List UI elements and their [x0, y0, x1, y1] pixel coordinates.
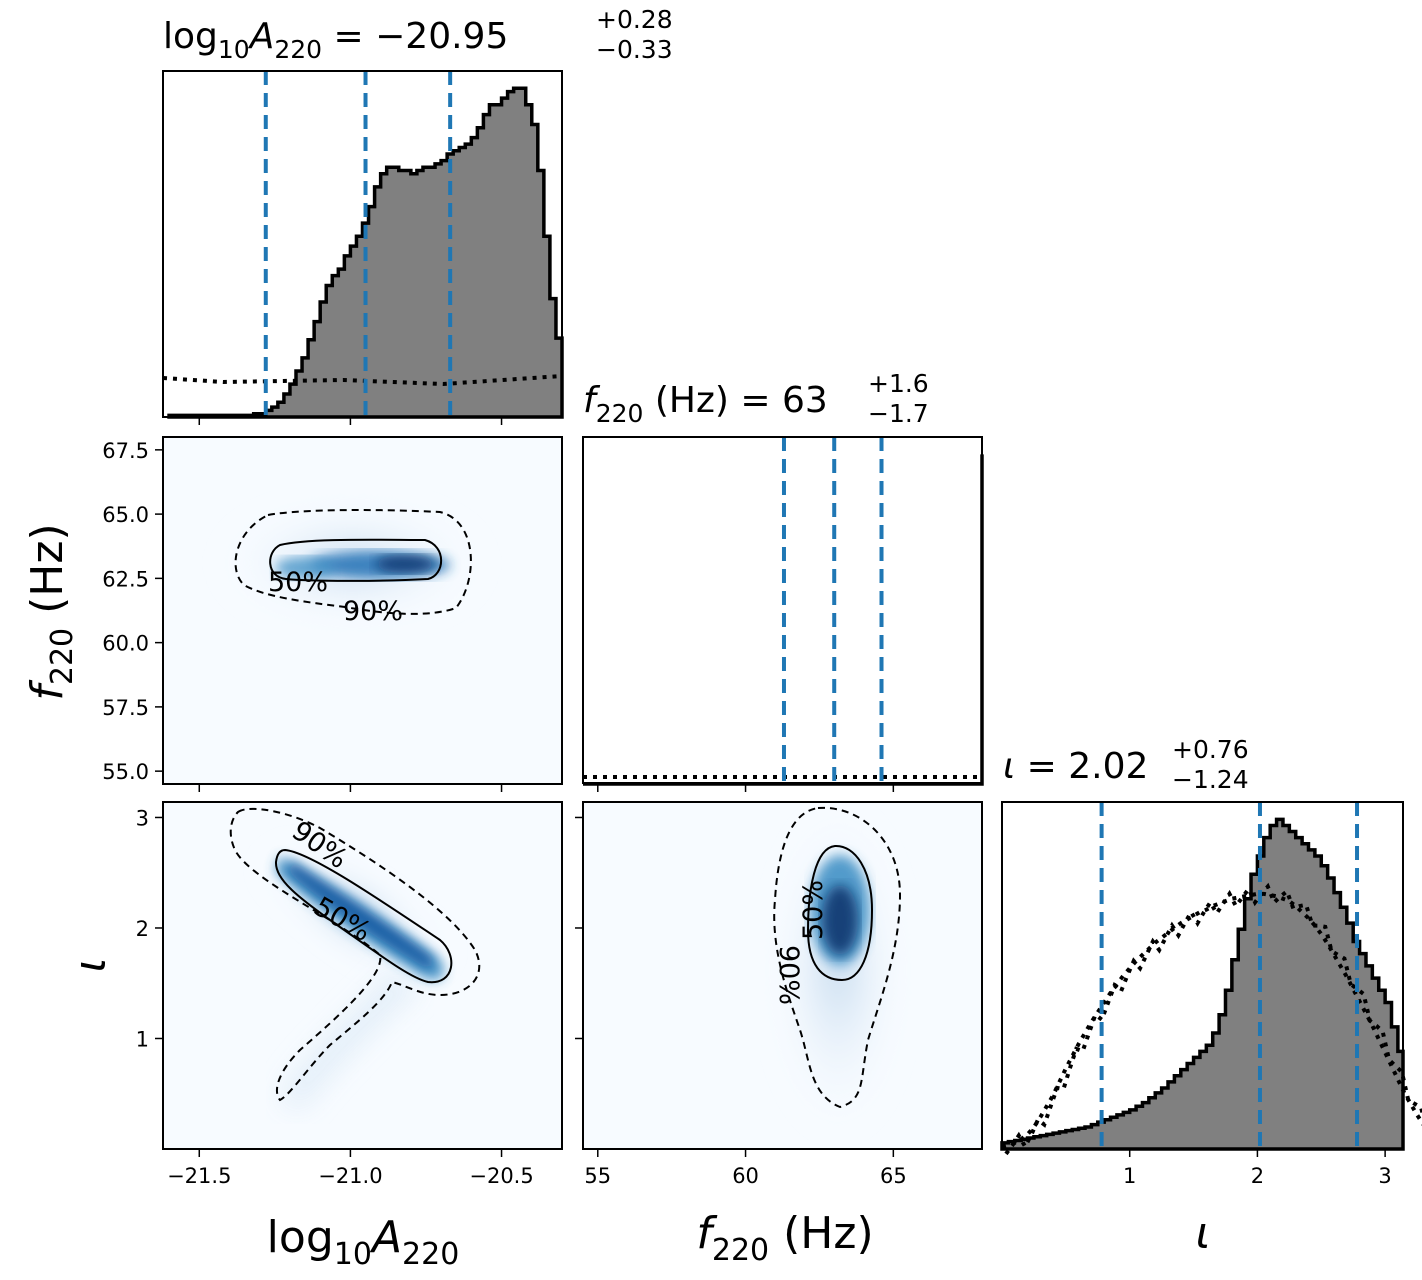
x-tick-label: 3: [1378, 1164, 1391, 1188]
panel-2d-logA-f: 50% 90% 55.0 57.5 60.0 62.5 65.0 67.5 f220 (H…: [22, 436, 563, 792]
panel-frame: [582, 436, 983, 784]
contour-90-logA-iota: [229, 807, 481, 1102]
xticks-f-mid: [597, 784, 895, 792]
panel-2d-f-iota: 50% 90% 55 60 65 f220 (Hz): [575, 801, 983, 1268]
y-tick-label: 65.0: [102, 503, 149, 527]
y-tick-label: 2: [136, 917, 149, 941]
panel-frame: [162, 436, 563, 785]
xlabel-logA: log10A220: [267, 1212, 460, 1272]
quantile-lines-f: [781, 437, 884, 784]
y-tick-label: 1: [136, 1027, 149, 1051]
title-f-minus: −1.7: [868, 399, 929, 428]
contour-label-50: 50%: [798, 880, 829, 940]
xticks-logA-bottom: −21.5 −21.0 −20.5: [167, 1149, 534, 1188]
contour-50-f-iota: [806, 844, 874, 982]
xticks-iota-bottom: 1 2 3: [1123, 1149, 1392, 1188]
panel-2d-logA-iota: 90% 50% 123 −21.5 −21.0 −20.5 ι log10A220: [65, 801, 563, 1272]
y-tick-label: 57.5: [102, 696, 149, 720]
x-tick-label: −21.0: [318, 1164, 382, 1188]
title-iota-plus: +0.76: [1172, 735, 1249, 764]
y-tick-label: 67.5: [102, 439, 149, 463]
panel-hist-iota: 1 2 3 ι = 2.02 +0.76 −1.24 ι: [1000, 735, 1422, 1259]
x-tick-label: 2: [1251, 1164, 1264, 1188]
quantile-lines-logA: [263, 71, 453, 417]
hist-iota-step: [1000, 817, 1405, 1151]
title-iota: ι = 2.02: [1003, 746, 1148, 787]
title-logA: log10A220 = −20.95: [163, 16, 508, 64]
prior-logA-line: [162, 374, 563, 387]
x-tick-label: 55: [584, 1164, 611, 1188]
title-logA-minus: −0.33: [596, 35, 673, 64]
hist-iota-bars: [1000, 817, 1405, 1151]
y-tick-label: 55.0: [102, 760, 149, 784]
panel-frame: [162, 70, 563, 418]
contour-label-50: 50%: [268, 567, 328, 598]
ylabel-f: f220 (Hz): [22, 523, 80, 700]
f-y-ticks: 55.0 57.5 60.0 62.5 65.0 67.5: [102, 439, 163, 784]
contour-label-90: 90%: [343, 596, 403, 627]
contour-50-logA-iota: [274, 848, 453, 984]
contour-label-90: 90%: [773, 945, 804, 1005]
panel-frame: [1001, 801, 1404, 1150]
title-iota-minus: −1.24: [1172, 765, 1249, 794]
panel-hist-f: f220 (Hz) = 63 +1.6 −1.7: [582, 369, 984, 792]
x-tick-label: 1: [1123, 1164, 1136, 1188]
contour-50-logA-f: [269, 538, 442, 582]
title-f: f220 (Hz) = 63: [583, 380, 828, 428]
title-f-plus: +1.6: [868, 369, 929, 398]
prior-iota-path-1: [1004, 882, 1422, 1156]
prior-iota-line: [1001, 882, 1422, 1156]
x-tick-label: 65: [880, 1164, 907, 1188]
xticks-f-bottom: 55 60 65: [584, 1149, 907, 1188]
iota-y-ticks-inner: [575, 816, 583, 1040]
xticks-logA-top: [198, 417, 503, 425]
xlabel-iota: ι: [1196, 1208, 1211, 1259]
title-logA-plus: +0.28: [596, 5, 673, 34]
x-tick-label: −20.5: [469, 1164, 533, 1188]
x-tick-label: 60: [732, 1164, 759, 1188]
y-tick-label: 3: [136, 806, 149, 830]
ylabel-iota: ι: [65, 958, 116, 973]
panel-frame: [582, 801, 983, 1150]
iota-y-ticks: 1 2 3: [136, 806, 163, 1051]
prior-logA-path: [162, 374, 563, 387]
contour-90-logA-f: [234, 509, 472, 615]
panel-hist-logA: log10A220 = −20.95 +0.28 −0.33: [162, 5, 673, 425]
x-tick-label: −21.5: [167, 1164, 231, 1188]
y-tick-label: 60.0: [102, 632, 149, 656]
xticks-logA-mid: [198, 784, 503, 792]
xlabel-f: f220 (Hz): [696, 1208, 873, 1268]
y-tick-label: 62.5: [102, 567, 149, 591]
quantile-lines-iota: [1099, 802, 1360, 1149]
panel-frame: [162, 801, 563, 1150]
